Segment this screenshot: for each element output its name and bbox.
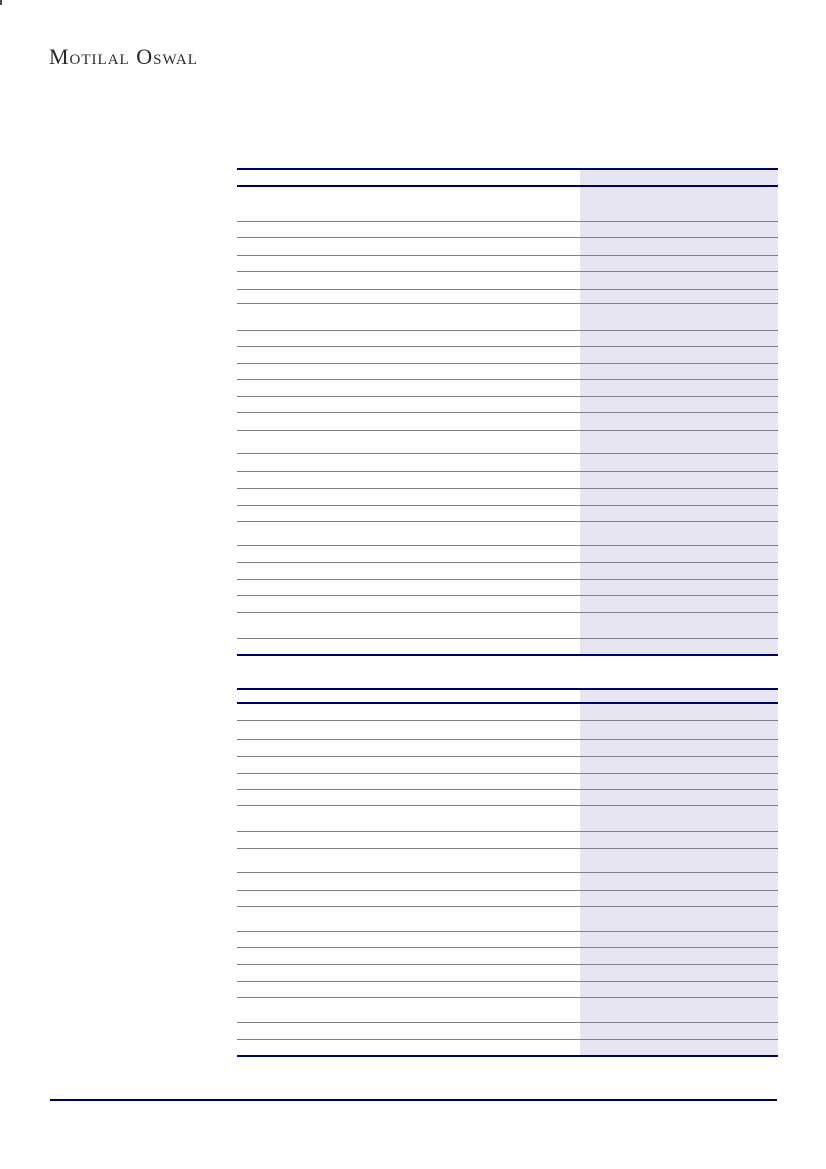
table-row <box>237 965 778 982</box>
table-row <box>237 238 778 256</box>
table-row <box>237 790 778 806</box>
table-row <box>237 704 778 721</box>
table-row <box>237 806 778 832</box>
table-row <box>237 998 778 1023</box>
table-row <box>237 849 778 873</box>
table-row <box>237 272 778 290</box>
table-row <box>237 331 778 347</box>
table-row <box>237 546 778 563</box>
table-row <box>237 431 778 454</box>
table-row <box>237 489 778 506</box>
table-row <box>237 639 778 656</box>
table-row <box>237 774 778 790</box>
table-row <box>237 222 778 238</box>
table-row <box>237 832 778 849</box>
motilal-oswal-logo: Motilal Oswal <box>49 44 198 69</box>
financials-table-bottom <box>237 688 778 1057</box>
footer-rule <box>50 1099 777 1101</box>
table-row <box>237 454 778 472</box>
table-row <box>237 596 778 613</box>
table-row <box>237 721 778 740</box>
table-row <box>237 347 778 364</box>
table-row <box>237 1023 778 1040</box>
table-row <box>237 364 778 380</box>
table-row <box>237 187 778 222</box>
financials-table-top <box>237 168 778 656</box>
table-row <box>237 580 778 596</box>
table-row <box>237 1040 778 1057</box>
table-row <box>237 613 778 639</box>
page-corner-mark <box>0 0 2 5</box>
table-row <box>237 256 778 272</box>
table-row <box>237 948 778 965</box>
table-row <box>237 304 778 331</box>
table-row <box>237 290 778 304</box>
table-row <box>237 873 778 891</box>
table-row <box>237 932 778 948</box>
table-row <box>237 413 778 431</box>
table-row <box>237 472 778 489</box>
table-header-row <box>237 168 778 187</box>
table-row <box>237 380 778 397</box>
table-row <box>237 563 778 580</box>
table-row <box>237 522 778 546</box>
table-row <box>237 891 778 907</box>
table-row <box>237 397 778 413</box>
table-row <box>237 907 778 932</box>
table-row <box>237 506 778 522</box>
table-row <box>237 982 778 998</box>
table-header-row <box>237 688 778 704</box>
table-row <box>237 740 778 757</box>
table-row <box>237 757 778 774</box>
